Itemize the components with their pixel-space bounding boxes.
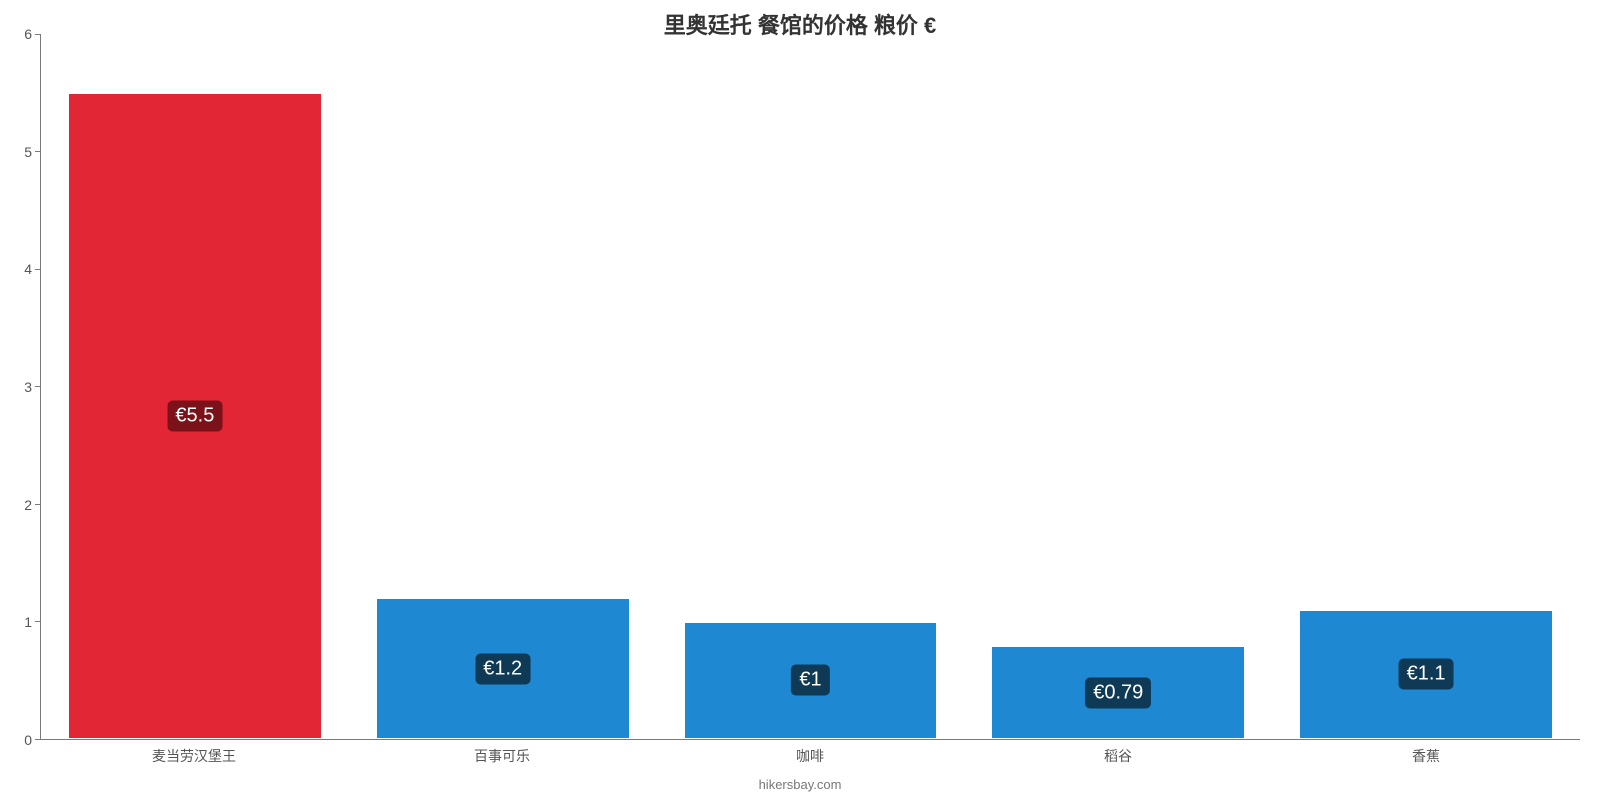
value-badge: €1.1 (1399, 659, 1454, 690)
bar: €1.1 (1299, 610, 1553, 739)
plot-area: €5.5 €1.2 €1 €0.79 €1.1 (40, 34, 1580, 740)
bar: €5.5 (68, 93, 322, 739)
y-tick-label: 6 (24, 26, 32, 42)
bar: €1.2 (376, 598, 630, 739)
credit: hikersbay.com (0, 777, 1600, 792)
y-axis: 0123456 (0, 34, 38, 740)
bars-layer: €5.5 €1.2 €1 €0.79 €1.1 (41, 34, 1580, 739)
y-tick (35, 621, 41, 622)
y-tick-label: 0 (24, 732, 32, 748)
y-tick (35, 151, 41, 152)
y-tick (35, 504, 41, 505)
x-tick-label: 香蕉 (1412, 746, 1440, 766)
y-tick (35, 386, 41, 387)
x-tick-label: 咖啡 (796, 746, 824, 766)
y-tick-label: 4 (24, 261, 32, 277)
value-badge: €5.5 (167, 400, 222, 431)
bar: €0.79 (991, 646, 1245, 739)
x-tick-label: 稻谷 (1104, 746, 1132, 766)
y-tick-label: 3 (24, 379, 32, 395)
value-badge: €1 (791, 665, 829, 696)
y-tick-label: 1 (24, 614, 32, 630)
y-tick-label: 5 (24, 144, 32, 160)
y-tick (35, 269, 41, 270)
y-tick (35, 739, 41, 740)
value-badge: €1.2 (475, 653, 530, 684)
y-tick-label: 2 (24, 497, 32, 513)
y-tick (35, 34, 41, 35)
chart-container: 里奥廷托 餐馆的价格 粮价 € 0123456 €5.5€1.2€1€0.79€… (0, 0, 1600, 800)
value-badge: €0.79 (1085, 677, 1151, 708)
x-tick-label: 麦当劳汉堡王 (152, 746, 236, 766)
bar: €1 (684, 622, 938, 740)
x-axis: 麦当劳汉堡王 百事可乐 咖啡 稻谷 香蕉 (40, 746, 1580, 768)
x-tick-label: 百事可乐 (474, 746, 530, 766)
